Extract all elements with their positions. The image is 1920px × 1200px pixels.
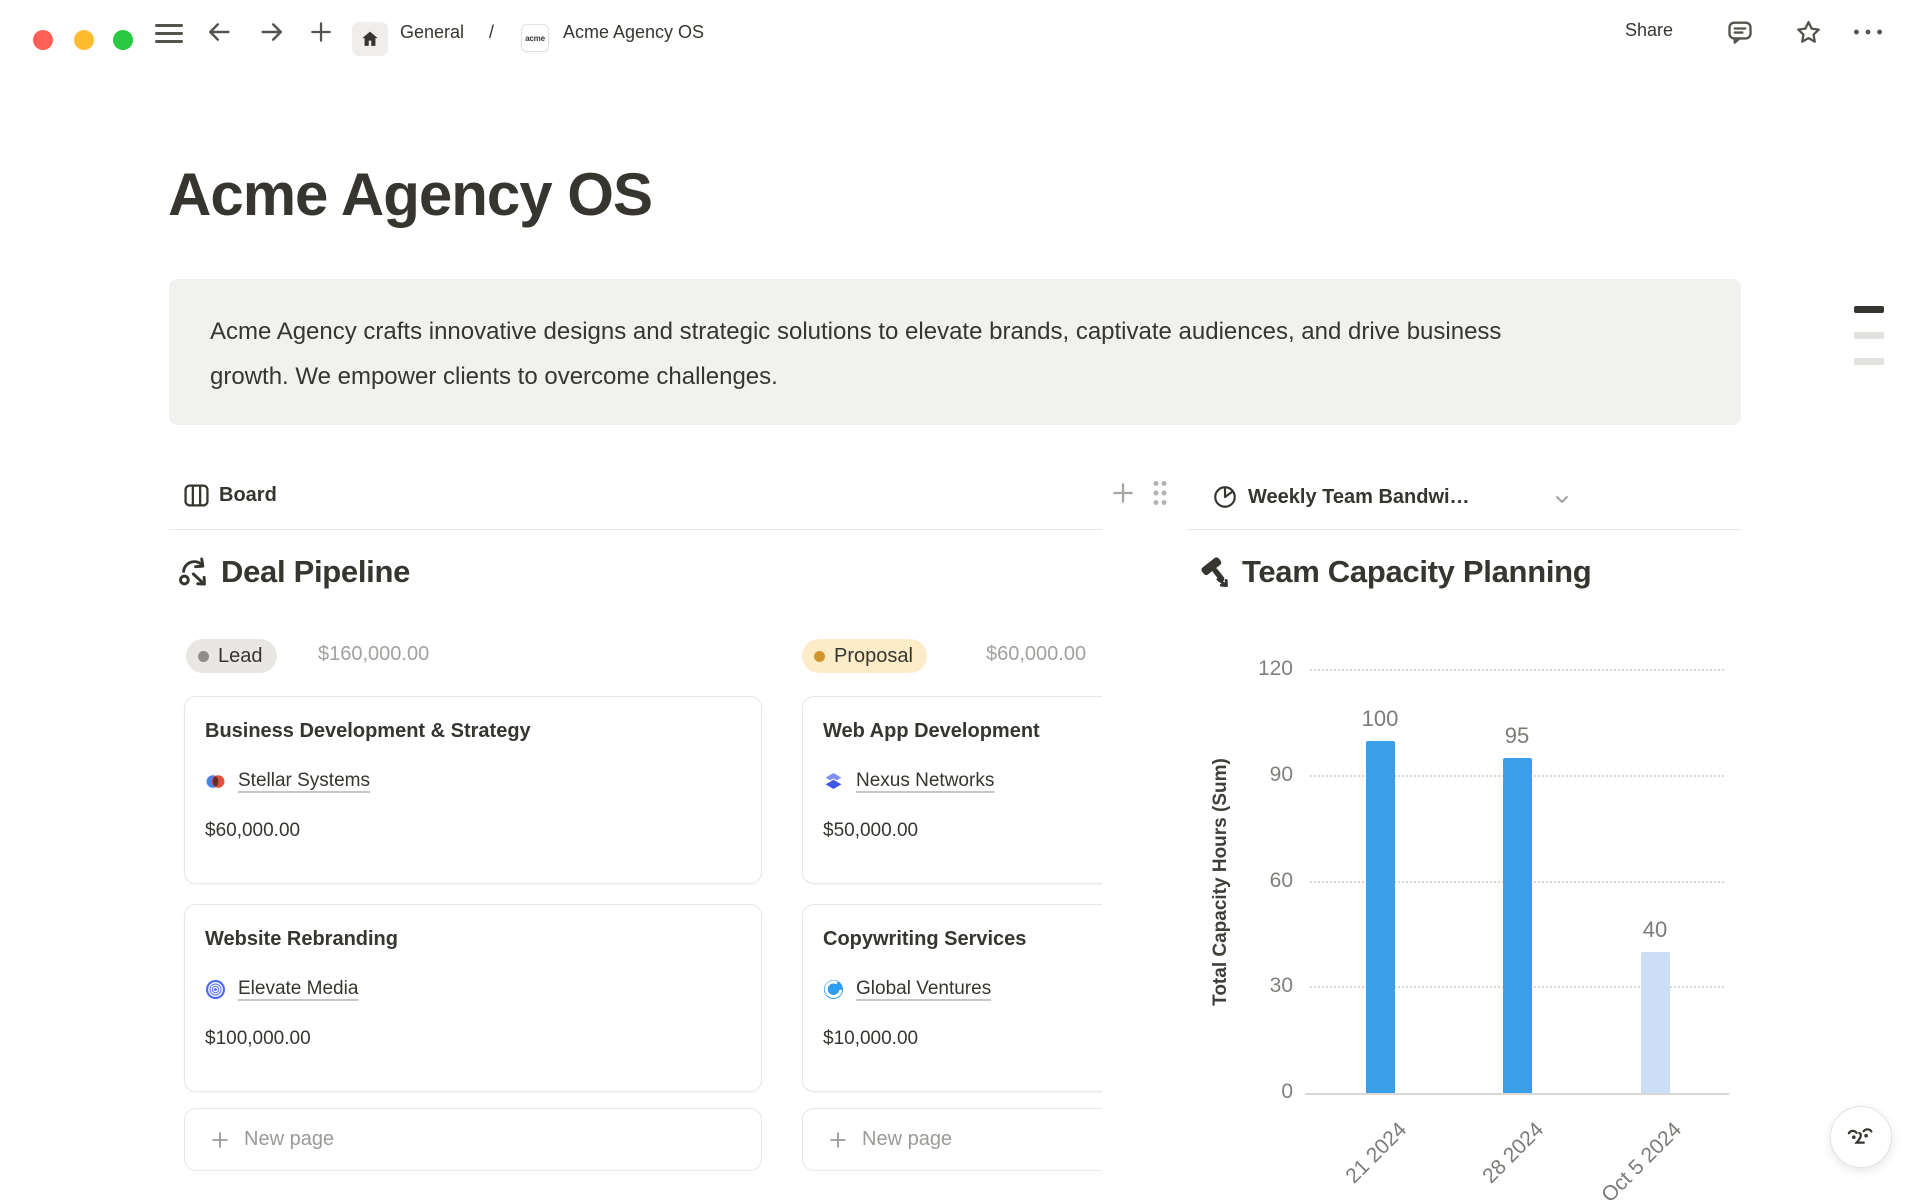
x-axis-line: [1305, 1093, 1729, 1095]
y-tick-label: 60: [1269, 868, 1293, 892]
bar-value-label: 95: [1504, 723, 1530, 749]
card-value: $50,000.00: [823, 820, 919, 841]
forward-icon[interactable]: [256, 16, 288, 48]
chart-bar[interactable]: [1502, 758, 1532, 1093]
rings-logo-icon: [205, 979, 226, 999]
tab-board-view[interactable]: Board: [184, 484, 277, 507]
company-link[interactable]: Nexus Networks: [856, 770, 995, 791]
swoosh-logo-icon: [823, 979, 844, 999]
bar-value-label: 40: [1642, 917, 1668, 942]
breadcrumb-divider: /: [489, 22, 495, 42]
more-options-icon[interactable]: [1852, 16, 1884, 48]
card-value: $60,000.00: [205, 820, 301, 841]
chart-bar[interactable]: [1640, 952, 1670, 1093]
y-tick-label: 90: [1269, 762, 1293, 786]
status-label: Lead: [218, 644, 263, 667]
status-pill-lead[interactable]: Lead: [186, 639, 277, 673]
x-tick-label: Oct 5 2024: [1597, 1118, 1687, 1200]
share-button[interactable]: Share: [1625, 20, 1674, 40]
board-view-label: Board: [219, 484, 277, 506]
x-tick-label: 28 2024: [1478, 1118, 1549, 1188]
column-sum-proposal: $60,000.00: [986, 643, 1087, 665]
team-capacity-heading: Team Capacity Planning: [1197, 554, 1592, 590]
add-block-plus-icon[interactable]: [1108, 478, 1138, 508]
pie-chart-view-icon: [1214, 486, 1236, 508]
chart-bar[interactable]: [1365, 740, 1395, 1093]
callout-text: Acme Agency crafts innovative designs an…: [210, 318, 1502, 390]
toc-line: [1854, 332, 1884, 339]
titlebar: General / acme Acme Agency OS Share: [0, 0, 1920, 64]
new-page-button[interactable]: New page: [184, 1108, 762, 1171]
status-pill-proposal[interactable]: Proposal: [802, 639, 927, 673]
gridline: [1310, 669, 1724, 671]
status-dot: [198, 650, 209, 662]
favorite-star-icon[interactable]: [1792, 16, 1824, 48]
deal-card[interactable]: Web App Development Nexus Networks $50,0…: [802, 696, 1102, 884]
sidebar-menu-icon[interactable]: [155, 24, 187, 56]
deal-card[interactable]: Website Rebranding Elevate Media $100,00…: [184, 904, 762, 1092]
board-view-block: Board Deal Pipeline Lead $160,000.00 Bus…: [169, 470, 1102, 1200]
card-value: $100,000.00: [205, 1028, 311, 1049]
page-icon-badge: acme: [521, 24, 549, 52]
y-tick-label: 30: [1269, 974, 1293, 998]
card-title: Website Rebranding: [205, 928, 398, 950]
back-icon[interactable]: [203, 16, 235, 48]
x-tick-label: 21 2024: [1341, 1118, 1412, 1188]
deal-pipeline-icon: [179, 557, 206, 586]
status-label: Proposal: [834, 644, 913, 667]
page-icon-text: acme: [525, 33, 545, 43]
home-icon: [362, 31, 378, 46]
chart-view-label: Weekly Team Bandwi…: [1248, 485, 1470, 508]
notion-ai-button[interactable]: [1830, 1106, 1892, 1168]
new-page-button[interactable]: New page: [802, 1108, 1102, 1171]
company-link[interactable]: Elevate Media: [238, 978, 359, 999]
chart-view-block: Weekly Team Bandwi… Team Capacity Planni…: [1187, 470, 1741, 1200]
plus-icon: [212, 1131, 228, 1148]
callout-block: Acme Agency crafts innovative designs an…: [169, 279, 1741, 425]
toc-line: [1854, 358, 1884, 365]
team-capacity-title: Team Capacity Planning: [1242, 554, 1592, 589]
status-dot: [814, 650, 825, 662]
toc-indicator[interactable]: [1854, 306, 1884, 384]
venn-logo-icon: [206, 774, 225, 788]
deal-card[interactable]: Business Development & Strategy Stellar …: [184, 696, 762, 884]
drag-handle-icon[interactable]: [1150, 478, 1170, 508]
ai-face-icon: [1847, 1128, 1873, 1144]
tab-chart-view[interactable]: Weekly Team Bandwi…: [1212, 484, 1568, 510]
board-view-header: [169, 470, 1102, 530]
toc-line-active: [1854, 306, 1884, 313]
breadcrumb-root[interactable]: General: [400, 22, 465, 42]
deal-pipeline-heading: Deal Pipeline: [178, 554, 410, 590]
card-title: Web App Development: [823, 720, 1040, 742]
column-sum-lead: $160,000.00: [318, 643, 430, 665]
new-page-label: New page: [244, 1128, 335, 1150]
comments-icon[interactable]: [1724, 16, 1756, 48]
breadcrumb-page[interactable]: Acme Agency OS: [563, 22, 705, 42]
home-button[interactable]: [352, 22, 388, 56]
chart-view-header: [1187, 470, 1741, 530]
card-value: $10,000.00: [823, 1028, 919, 1049]
company-link[interactable]: Global Ventures: [856, 978, 992, 999]
minimize-window-button[interactable]: [74, 30, 94, 50]
deal-card[interactable]: Copywriting Services Global Ventures $10…: [802, 904, 1102, 1092]
stack-logo-icon: [823, 771, 844, 790]
chevron-down-icon[interactable]: [1552, 489, 1572, 509]
page-title: Acme Agency OS: [168, 161, 653, 228]
new-page-label: New page: [862, 1128, 953, 1150]
y-tick-label: 120: [1257, 657, 1293, 680]
company-link[interactable]: Stellar Systems: [238, 770, 370, 791]
card-title: Business Development & Strategy: [205, 720, 531, 742]
y-tick-label: 0: [1281, 1080, 1293, 1103]
bar-value-label: 100: [1361, 705, 1399, 731]
close-window-button[interactable]: [33, 30, 53, 50]
deal-pipeline-title: Deal Pipeline: [221, 554, 411, 589]
plus-icon: [830, 1131, 846, 1148]
hammer-icon: [1201, 557, 1228, 588]
zoom-window-button[interactable]: [113, 30, 133, 50]
new-tab-plus-icon[interactable]: [305, 16, 337, 48]
board-view-icon: [184, 484, 209, 507]
card-title: Copywriting Services: [823, 928, 1027, 950]
block-controls: [1108, 478, 1170, 508]
